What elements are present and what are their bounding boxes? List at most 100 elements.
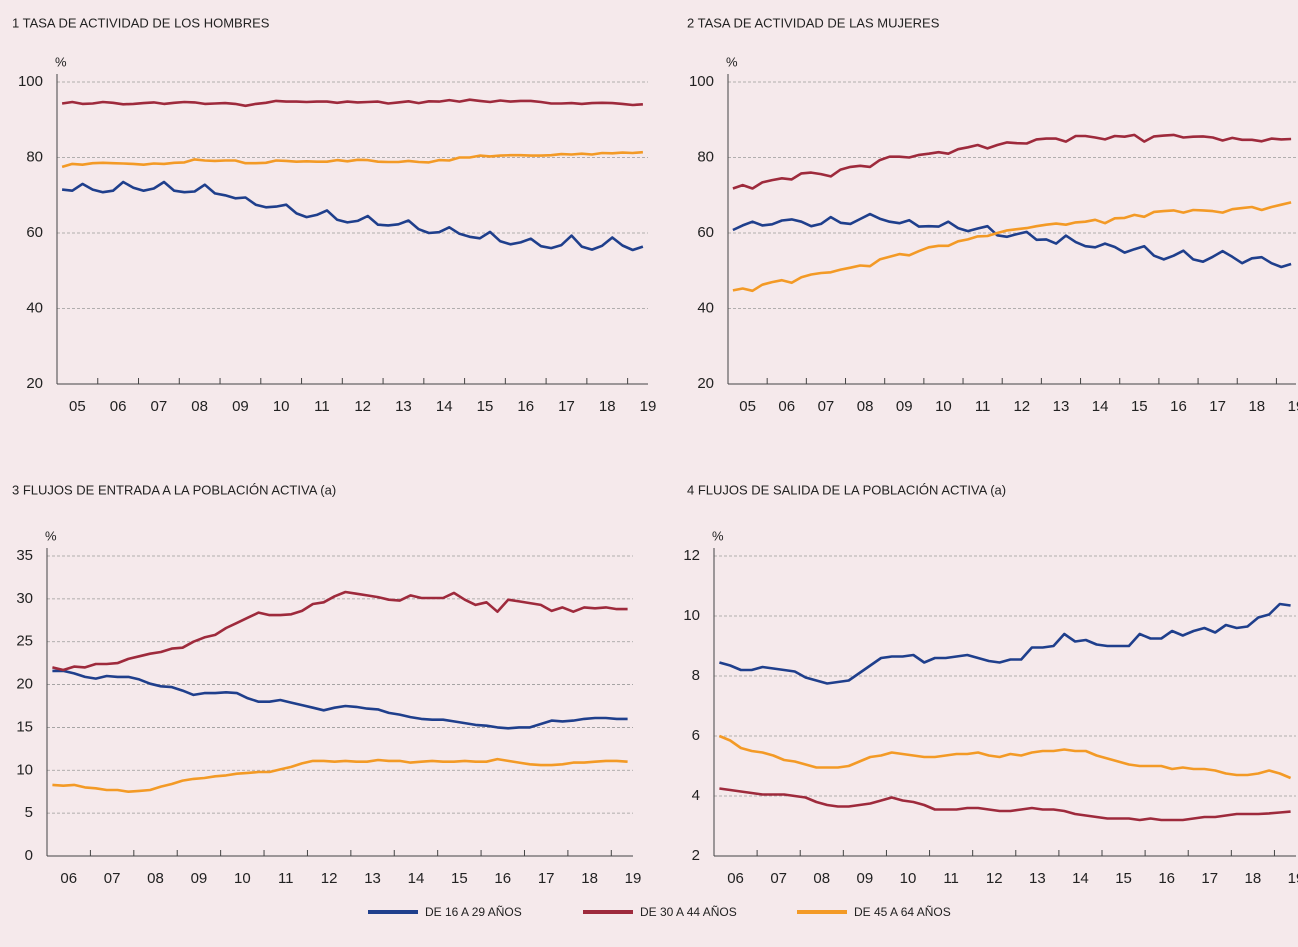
x-tick-label: 14 [1072, 870, 1089, 887]
x-tick-label: 06 [110, 398, 127, 415]
series-line [732, 133, 1292, 190]
x-tick-label: 10 [935, 398, 952, 415]
x-tick-label: 06 [727, 870, 744, 887]
x-tick-label: 15 [1131, 398, 1148, 415]
series-line [718, 734, 1292, 780]
y-tick-label: 20 [16, 676, 33, 693]
x-tick-label: 15 [477, 398, 494, 415]
y-tick-label: 8 [692, 667, 700, 684]
y-tick-label: 12 [683, 547, 700, 564]
y-tick-label: 80 [26, 148, 43, 165]
x-tick-label: 10 [273, 398, 290, 415]
x-tick-label: 08 [147, 870, 164, 887]
series-line [61, 98, 643, 108]
x-tick-label: 18 [1248, 398, 1265, 415]
x-tick-label: 13 [395, 398, 412, 415]
x-tick-label: 14 [408, 870, 425, 887]
y-tick-label: 5 [25, 804, 33, 821]
x-tick-label: 08 [813, 870, 830, 887]
x-tick-label: 12 [986, 870, 1003, 887]
x-tick-label: 17 [538, 870, 555, 887]
y-tick-label: 20 [26, 375, 43, 392]
y-tick-label: 10 [683, 607, 700, 624]
x-tick-label: 16 [517, 398, 534, 415]
series-line [52, 669, 628, 730]
x-tick-label: 08 [191, 398, 208, 415]
y-tick-label: 25 [16, 633, 33, 650]
x-tick-label: 12 [354, 398, 371, 415]
x-tick-label: 12 [1013, 398, 1030, 415]
x-tick-label: 09 [232, 398, 249, 415]
y-tick-label: 80 [697, 148, 714, 165]
y-tick-label: 30 [16, 590, 33, 607]
series-line [61, 180, 644, 252]
x-tick-label: 07 [818, 398, 835, 415]
x-tick-label: 11 [943, 870, 959, 887]
legend-label: DE 45 A 64 AÑOS [854, 905, 951, 919]
chart-title: 4 FLUJOS DE SALIDA DE LA POBLACIÓN ACTIV… [687, 482, 1006, 497]
series-line [52, 757, 628, 793]
legend-label: DE 16 A 29 AÑOS [425, 905, 522, 919]
x-tick-label: 16 [494, 870, 511, 887]
x-tick-label: 09 [896, 398, 913, 415]
x-tick-label: 09 [857, 870, 874, 887]
x-tick-label: 19 [640, 398, 657, 415]
x-tick-label: 18 [1245, 870, 1262, 887]
legend-label: DE 30 A 44 AÑOS [640, 905, 737, 919]
y-tick-label: 60 [697, 224, 714, 241]
x-tick-label: 05 [69, 398, 86, 415]
y-tick-label: 0 [25, 847, 33, 864]
x-tick-label: 06 [778, 398, 795, 415]
series-line [732, 212, 1292, 269]
y-tick-label: 10 [16, 761, 33, 778]
y-tick-label: 60 [26, 224, 43, 241]
x-tick-label: 16 [1158, 870, 1175, 887]
chart-title: 3 FLUJOS DE ENTRADA A LA POBLACIÓN ACTIV… [12, 482, 336, 497]
y-tick-label: 40 [26, 299, 43, 316]
x-tick-label: 09 [191, 870, 208, 887]
y-tick-label: 100 [18, 73, 43, 90]
series-line [52, 590, 628, 672]
x-tick-label: 05 [739, 398, 756, 415]
x-tick-label: 13 [1029, 870, 1046, 887]
x-tick-label: 16 [1170, 398, 1187, 415]
x-tick-label: 07 [151, 398, 168, 415]
x-tick-label: 19 [1288, 398, 1298, 415]
y-tick-label: 6 [692, 727, 700, 744]
y-tick-label: 35 [16, 547, 33, 564]
x-tick-label: 13 [364, 870, 381, 887]
series-line [719, 787, 1291, 822]
x-tick-label: 17 [558, 398, 575, 415]
x-tick-label: 14 [1092, 398, 1109, 415]
series-line [719, 602, 1291, 685]
y-tick-label: 40 [697, 299, 714, 316]
y-tick-label: 4 [692, 787, 700, 804]
x-tick-label: 15 [1115, 870, 1132, 887]
x-tick-label: 10 [900, 870, 917, 887]
y-axis-unit: % [45, 528, 57, 543]
x-tick-label: 19 [625, 870, 642, 887]
x-tick-label: 12 [321, 870, 338, 887]
y-axis-unit: % [726, 54, 738, 69]
x-tick-label: 17 [1209, 398, 1226, 415]
x-tick-label: 11 [975, 398, 991, 415]
x-tick-label: 07 [104, 870, 121, 887]
x-tick-label: 11 [314, 398, 330, 415]
x-tick-label: 11 [278, 870, 294, 887]
x-tick-label: 07 [770, 870, 787, 887]
chart-title: 2 TASA DE ACTIVIDAD DE LAS MUJERES [687, 15, 940, 30]
x-tick-label: 18 [581, 870, 598, 887]
x-tick-label: 19 [1288, 870, 1298, 887]
x-tick-label: 14 [436, 398, 453, 415]
y-tick-label: 15 [16, 718, 33, 735]
y-tick-label: 100 [689, 73, 714, 90]
x-tick-label: 15 [451, 870, 468, 887]
x-tick-label: 06 [60, 870, 77, 887]
x-tick-label: 17 [1201, 870, 1218, 887]
series-line [61, 150, 644, 169]
x-tick-label: 10 [234, 870, 251, 887]
y-axis-unit: % [712, 528, 724, 543]
series-line [732, 201, 1292, 293]
y-tick-label: 2 [692, 847, 700, 864]
